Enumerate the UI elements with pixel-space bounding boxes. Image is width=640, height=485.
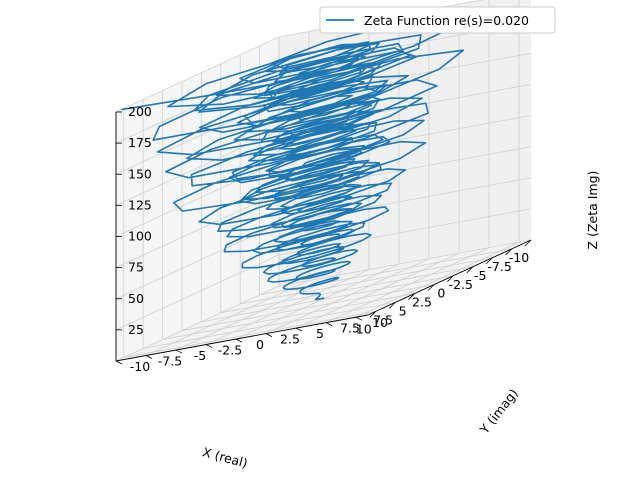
x-tick-mark [388,302,396,309]
y-grid-line [355,0,520,318]
y-grid-line [325,0,490,324]
x-tick-mark [466,266,474,274]
x-tick-mark [427,284,435,291]
legend-label: Zeta Function re(s)=0.020 [364,13,529,28]
x-axis-label: X (real) [201,444,249,470]
legend-box [319,6,556,34]
y-tick-mark [205,344,213,348]
z-tick-label: 25 [128,322,144,337]
x-tick-label: 7.5 [373,313,393,328]
x-tick-label: -7.5 [487,259,511,274]
z-tick-label: 125 [128,197,152,212]
x-tick-mark [408,293,415,300]
z-tick-label: 100 [128,229,152,244]
x-tick-label: 0 [437,286,445,301]
y-tick-label: 2.5 [280,332,300,347]
z-tick-label: 50 [128,291,144,306]
y-tick-label: 5 [316,326,324,341]
y-tick-label: -10 [130,359,150,374]
y-tick-label: 7.5 [340,321,360,336]
x-tick-label: -5 [474,268,486,283]
y-tick-label: 10 [372,315,388,330]
plot-area [121,15,476,301]
series-line-zeta [121,15,476,301]
y-tick-mark [325,322,333,327]
legend: Zeta Function re(s)=0.020 [319,6,556,34]
x-tick-mark [524,239,532,247]
z-grid-line [115,21,532,144]
y-tick-label: 0 [256,337,264,352]
y-tick-label: -5 [194,348,206,363]
x-tick-mark [505,248,512,256]
z-grid-line [115,83,532,206]
x-tick-label: 10 [356,321,372,336]
z-grid-line [115,0,484,113]
y-tick-mark [295,327,303,332]
y-tick-mark [115,360,123,365]
z-grid-line [115,208,532,331]
x-tick-label: -2.5 [449,277,473,292]
z-axis-label: Z (Zeta Img) [585,171,600,250]
floor-pane [116,240,531,361]
x-tick-label: -10 [509,250,529,265]
z-tick-label: 75 [128,260,144,275]
x-tick-mark [447,275,454,282]
z-tick-label: 150 [128,166,152,181]
y-grid-line [295,4,460,329]
tick-labels: -10-7.5-5-2.502.557.510-10 -7.5 -5 -2.5 0 2.5… [115,104,532,374]
z-tick-label: 200 [128,104,152,119]
x-tick-label: 5 [399,304,407,319]
x-tick-mark [485,257,493,265]
y-tick-mark [175,349,183,354]
z-tick-label: 175 [128,135,152,150]
y-tick-label: -2.5 [218,343,242,358]
x-tick-label: 2.5 [412,295,432,310]
y-tick-mark [145,355,153,359]
y-tick-label: -7.5 [158,354,182,369]
y-grid-line [265,9,430,334]
y-tick-mark [265,333,273,337]
y-axis-label: Y (imag) [476,386,521,437]
x-tick-mark [369,311,377,318]
y-tick-mark [355,316,363,321]
y-tick-mark [235,338,243,343]
